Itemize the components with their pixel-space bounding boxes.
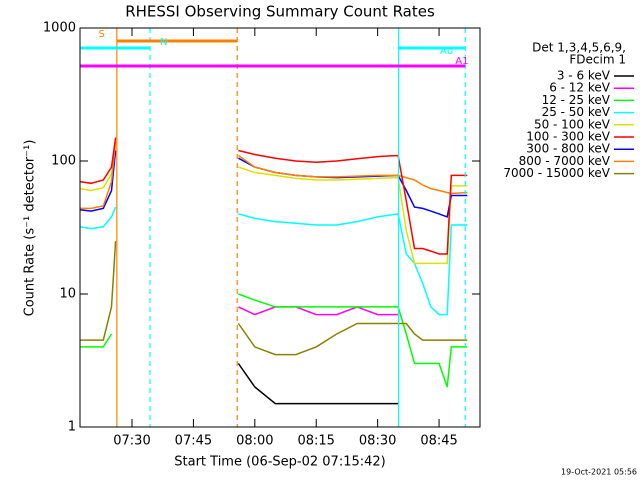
legend-label: 300 - 800 keV: [526, 142, 610, 156]
x-axis-label: Start Time (06-Sep-02 07:15:42): [174, 455, 385, 470]
legend-label: 25 - 50 keV: [542, 105, 611, 119]
legend-label: 6 - 12 keV: [549, 81, 611, 95]
interval-label: N: [160, 37, 167, 48]
interval-label: S: [98, 29, 104, 40]
series-line: [237, 363, 399, 405]
x-tick-label: 07:45: [175, 434, 212, 449]
x-tick-label: 08:00: [236, 434, 273, 449]
x-tick-label: 08:45: [420, 434, 457, 449]
legend-label: 50 - 100 keV: [534, 117, 611, 131]
series-line: [238, 306, 399, 316]
interval-label: A0: [440, 46, 453, 57]
y-axis-label: Count Rate (s⁻¹ detector⁻¹): [23, 140, 38, 317]
y-tick-label: 1000: [43, 21, 76, 36]
legend-label: 100 - 300 keV: [526, 130, 610, 144]
x-tick-label: 08:15: [297, 434, 334, 449]
x-tick-label: 07:30: [113, 434, 150, 449]
timestamp: 19-Oct-2021 05:56: [561, 468, 637, 477]
interval-label: A1: [455, 56, 468, 67]
legend-label: 12 - 25 keV: [542, 93, 611, 107]
legend-title: FDecim 1: [569, 53, 626, 67]
chart-title: RHESSI Observing Summary Count Rates: [125, 3, 435, 21]
plot-frame: [79, 27, 481, 428]
legend-title: Det 1,3,4,5,6,9,: [532, 41, 626, 55]
legend-label: 3 - 6 keV: [557, 69, 611, 83]
legend-label: 7000 - 15000 keV: [503, 166, 610, 180]
x-tick-label: 08:30: [359, 434, 396, 449]
legend-label: 800 - 7000 keV: [519, 154, 611, 168]
y-tick-label: 1: [68, 420, 76, 435]
y-tick-label: 10: [59, 287, 76, 302]
y-tick-label: 100: [51, 154, 76, 169]
